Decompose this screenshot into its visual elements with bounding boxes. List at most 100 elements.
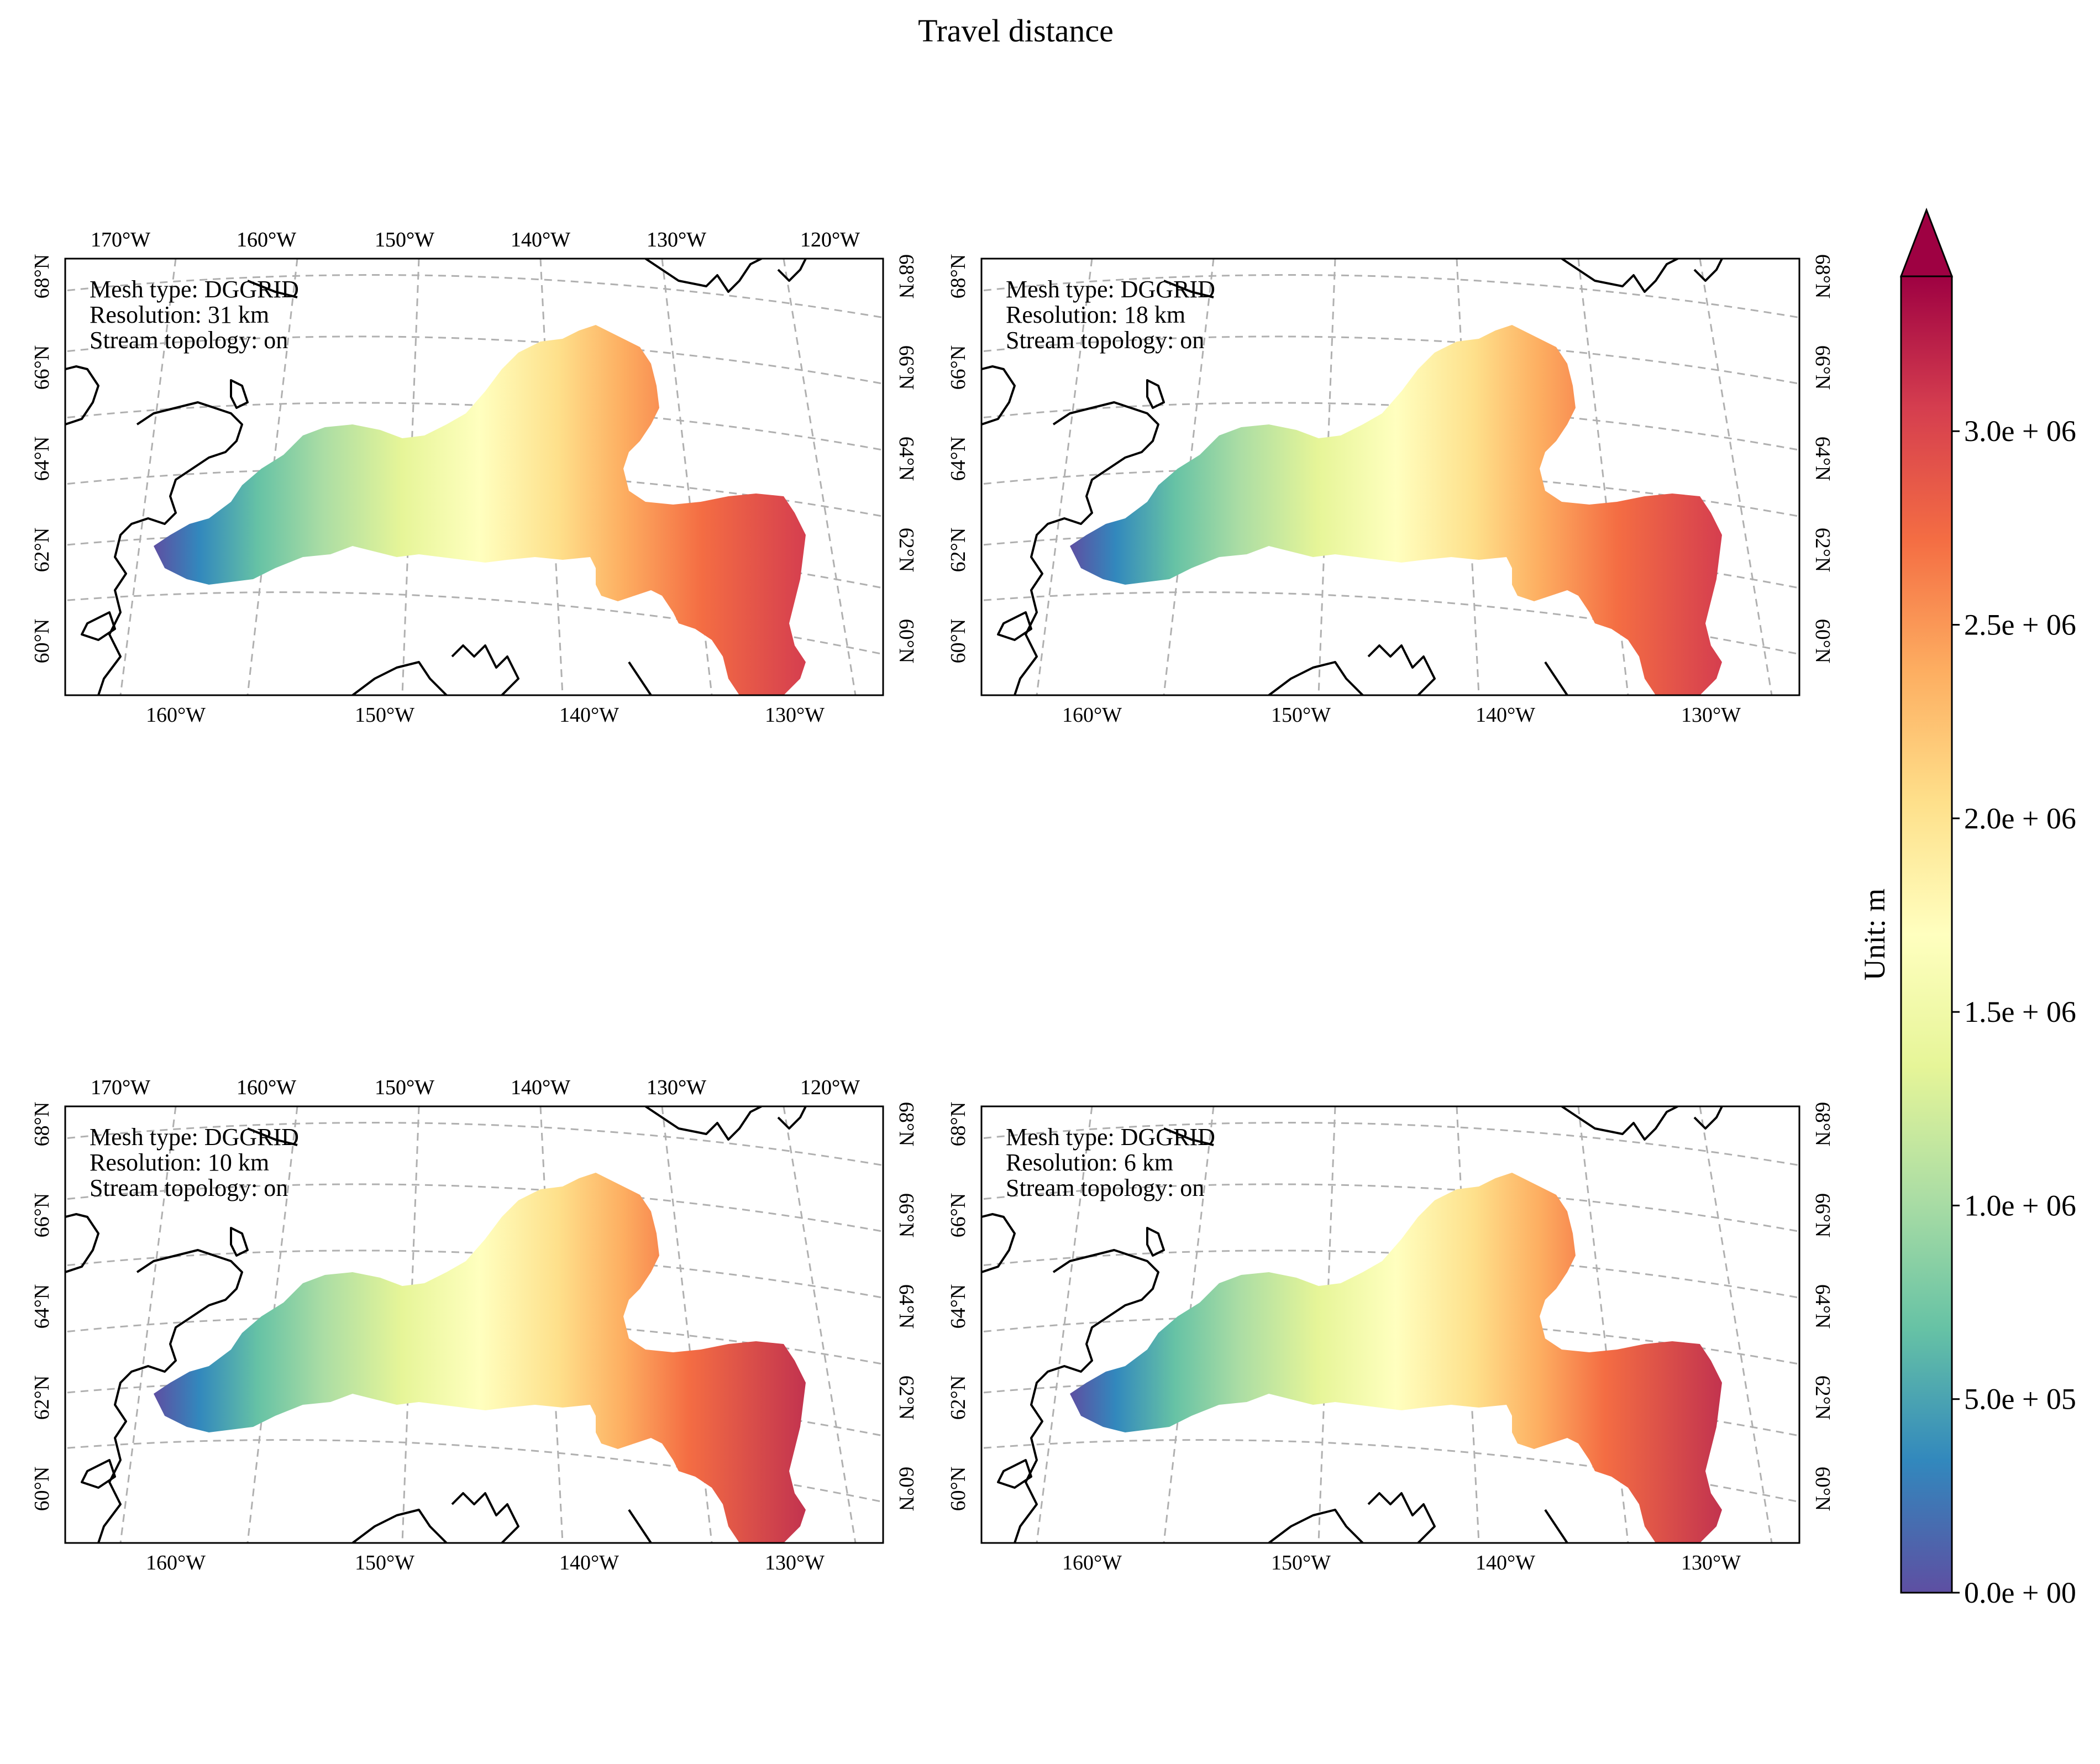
- panel-info-line: Stream topology: on: [90, 1174, 288, 1201]
- lat-tick-label-left: 68°N: [30, 1102, 54, 1147]
- map-panel-a: 170°W 160°W 150°W 140°W 130°W 120°W160°W 150°W…: [30, 228, 918, 727]
- colorbar-bar: [1901, 276, 1952, 1593]
- lon-tick-label-top: 130°W: [647, 228, 706, 251]
- lat-tick-label-right: 66°N: [1811, 1193, 1834, 1238]
- colorbar-tick-label: 5.0e + 05: [1964, 1383, 2076, 1416]
- coastline: [629, 662, 651, 695]
- coastline: [1694, 259, 1722, 281]
- lat-tick-label-right: 64°N: [895, 437, 918, 481]
- lon-tick-label-bottom: 160°W: [1062, 1551, 1122, 1574]
- lat-tick-label-left: 60°N: [30, 1467, 54, 1511]
- coastline: [778, 259, 806, 281]
- lat-tick-label-right: 68°N: [895, 1102, 918, 1147]
- lat-tick-label-right: 68°N: [1811, 1102, 1834, 1147]
- lon-tick-label-top: 150°W: [375, 228, 434, 251]
- lon-tick-label-top: 170°W: [91, 1076, 150, 1099]
- lon-tick-label-top: 160°W: [237, 1076, 296, 1099]
- lon-tick-label-top: 140°W: [511, 1076, 570, 1099]
- panel-info-line: Stream topology: on: [1006, 327, 1204, 354]
- lon-tick-label-top: 120°W: [800, 228, 860, 251]
- graticule-line: [1700, 1106, 1772, 1543]
- coastline: [353, 662, 447, 695]
- colorbar-label: Unit: m: [1858, 889, 1891, 981]
- lat-tick-label-left: 62°N: [30, 528, 54, 573]
- lon-tick-label-bottom: 140°W: [1476, 1551, 1535, 1574]
- lat-tick-label-left: 68°N: [947, 254, 970, 299]
- lat-tick-label-right: 68°N: [1811, 254, 1834, 299]
- lat-tick-label-left: 66°N: [30, 1193, 54, 1238]
- lat-tick-label-left: 64°N: [30, 437, 54, 481]
- travel-distance-basin: [154, 1173, 806, 1548]
- lat-tick-label-right: 60°N: [895, 619, 918, 664]
- panel-info-line: Resolution: 31 km: [90, 301, 269, 328]
- panel-info-line: Resolution: 18 km: [1006, 301, 1185, 328]
- travel-distance-basin: [1070, 325, 1722, 701]
- lat-tick-label-left: 64°N: [30, 1284, 54, 1329]
- lat-tick-label-right: 62°N: [1811, 528, 1834, 573]
- colorbar: 0.0e + 00 5.0e + 05 1.0e + 06 1.5e + 06 2.0e…: [1858, 210, 2076, 1609]
- lon-tick-label-bottom: 160°W: [146, 704, 206, 727]
- lat-tick-label-right: 68°N: [895, 254, 918, 299]
- lon-tick-label-bottom: 150°W: [355, 1551, 414, 1574]
- coastline: [353, 1510, 447, 1543]
- coastline: [452, 1493, 518, 1543]
- lat-tick-label-left: 62°N: [947, 1376, 970, 1420]
- coastline: [778, 1106, 806, 1128]
- graticule-line: [784, 259, 855, 695]
- lon-tick-label-bottom: 140°W: [1476, 704, 1535, 727]
- graticule-line: [1700, 259, 1772, 695]
- lat-tick-label-left: 62°N: [30, 1376, 54, 1420]
- lon-tick-label-top: 140°W: [511, 228, 570, 251]
- panel-info-line: Mesh type: DGGRID: [1006, 1124, 1215, 1151]
- coastline: [1269, 1510, 1363, 1543]
- lon-tick-label-bottom: 150°W: [1271, 1551, 1331, 1574]
- lat-tick-label-right: 66°N: [895, 1193, 918, 1238]
- lat-tick-label-left: 60°N: [947, 619, 970, 664]
- lat-tick-label-right: 62°N: [895, 528, 918, 573]
- coastline: [1269, 662, 1363, 695]
- lat-tick-label-right: 66°N: [895, 345, 918, 390]
- colorbar-extend-arrow: [1901, 210, 1952, 276]
- lat-tick-label-right: 60°N: [895, 1467, 918, 1511]
- lat-tick-label-left: 64°N: [947, 1284, 970, 1329]
- lon-tick-label-bottom: 130°W: [765, 704, 825, 727]
- lat-tick-label-right: 64°N: [1811, 1284, 1834, 1329]
- colorbar-tick-label: 1.5e + 06: [1964, 995, 2076, 1028]
- coastline: [452, 645, 518, 695]
- coastline: [1147, 380, 1164, 408]
- coastline: [1545, 1510, 1567, 1543]
- coastline: [1368, 1493, 1435, 1543]
- lat-tick-label-left: 68°N: [947, 1102, 970, 1147]
- lat-tick-label-left: 66°N: [30, 345, 54, 390]
- lon-tick-label-top: 120°W: [800, 1076, 860, 1099]
- travel-distance-basin: [1070, 1173, 1722, 1548]
- lat-tick-label-left: 62°N: [947, 528, 970, 573]
- lon-tick-label-top: 150°W: [375, 1076, 434, 1099]
- lat-tick-label-right: 64°N: [895, 1284, 918, 1329]
- panel-info-line: Stream topology: on: [1006, 1174, 1204, 1201]
- lon-tick-label-top: 160°W: [237, 228, 296, 251]
- lat-tick-label-right: 64°N: [1811, 437, 1834, 481]
- lon-tick-label-bottom: 140°W: [559, 704, 619, 727]
- figure-title: Travel distance: [918, 13, 1114, 49]
- lon-tick-label-bottom: 150°W: [1271, 704, 1331, 727]
- lon-tick-label-bottom: 160°W: [1062, 704, 1122, 727]
- lat-tick-label-left: 68°N: [30, 254, 54, 299]
- graticule-line: [784, 1106, 855, 1543]
- lat-tick-label-right: 62°N: [1811, 1376, 1834, 1420]
- coastline: [1694, 1106, 1722, 1128]
- lat-tick-label-left: 66°N: [947, 345, 970, 390]
- panel-info-line: Resolution: 6 km: [1006, 1149, 1173, 1176]
- lat-tick-label-right: 60°N: [1811, 1467, 1834, 1511]
- panels-layer: 170°W 160°W 150°W 140°W 130°W 120°W 160°W 150°W…: [30, 228, 1834, 1574]
- colorbar-tick-label: 1.0e + 06: [1964, 1189, 2076, 1222]
- colorbar-tick-label: 2.0e + 06: [1964, 802, 2076, 835]
- lon-tick-label-bottom: 130°W: [1681, 704, 1741, 727]
- panel-info-line: Mesh type: DGGRID: [90, 1124, 299, 1151]
- lat-tick-label-right: 66°N: [1811, 345, 1834, 390]
- panel-info-line: Mesh type: DGGRID: [90, 276, 299, 303]
- coastline: [231, 380, 248, 408]
- coastline: [629, 1510, 651, 1543]
- lon-tick-label-top: 130°W: [647, 1076, 706, 1099]
